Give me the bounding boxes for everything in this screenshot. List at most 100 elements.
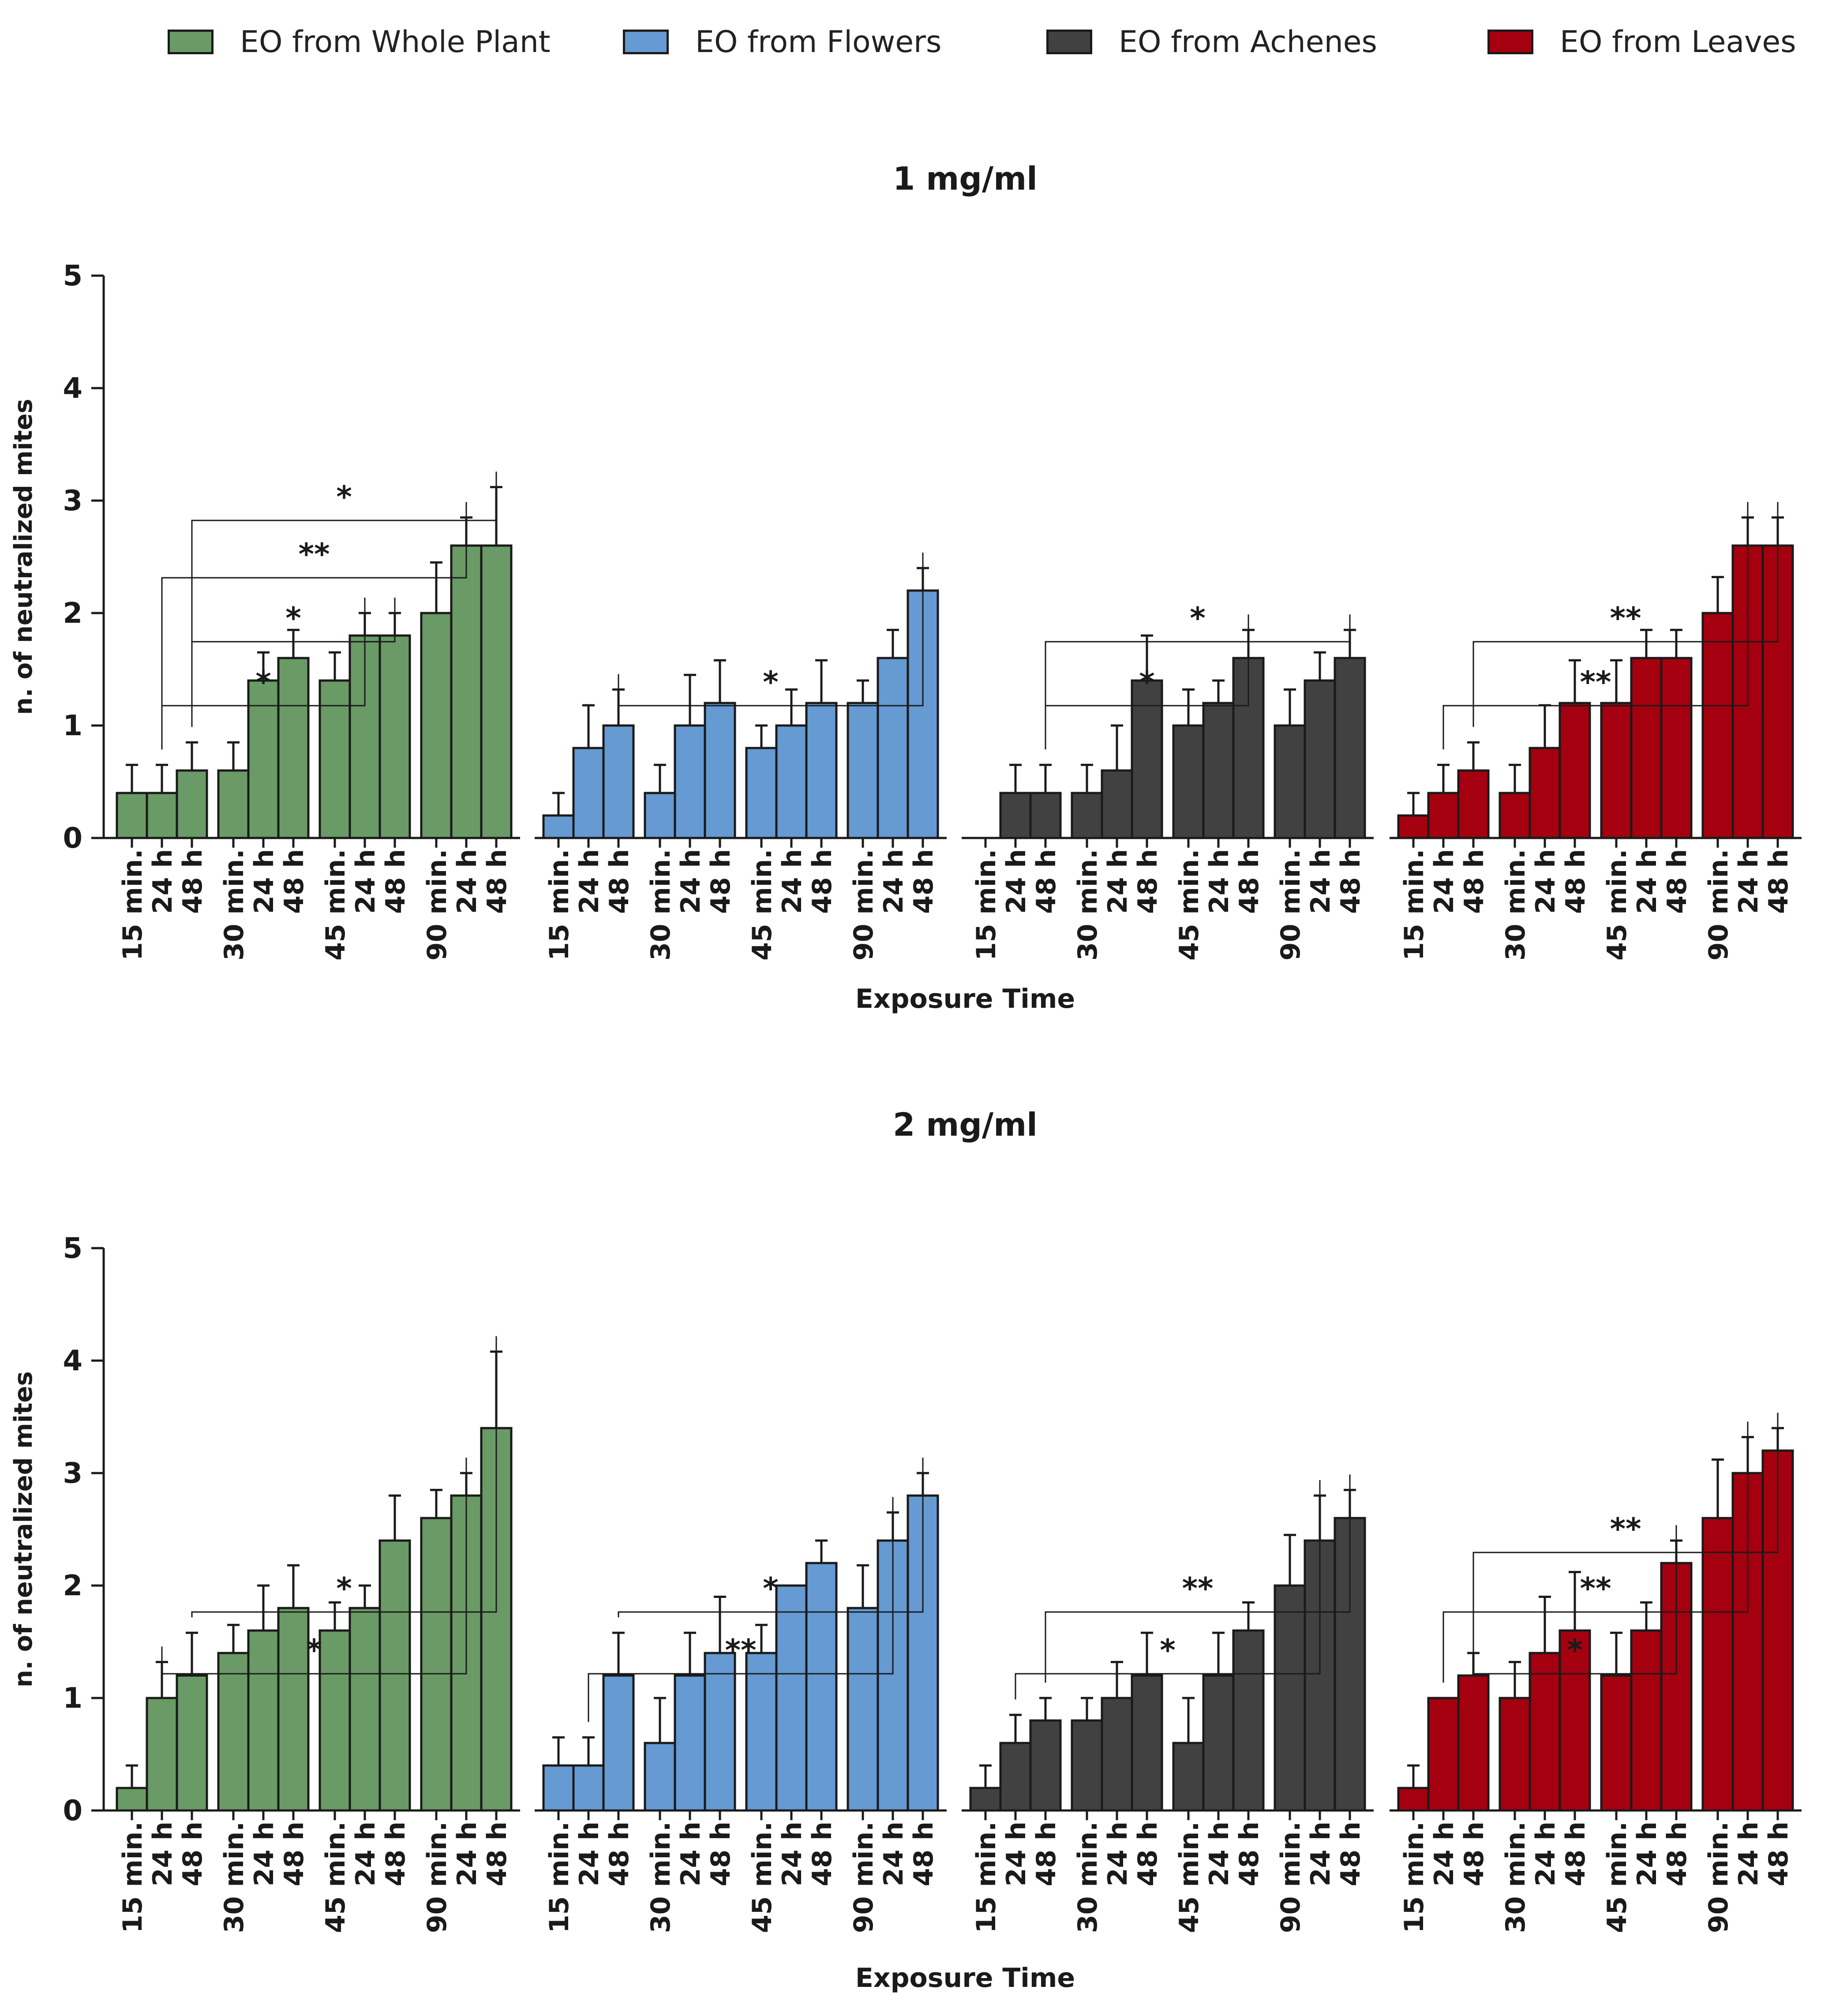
chart2-bar-eo-from-achenes-8 — [1232, 1629, 1265, 1812]
chart1-sig-bracket-3 — [161, 502, 467, 750]
legend-item-leaves: EO from Leaves — [1487, 18, 1796, 66]
chart1-x-tick-label-eo-from-leaves-2: 48 h — [1459, 849, 1490, 914]
chart2-x-tick-label-eo-from-leaves-10: 24 h — [1733, 1822, 1764, 1886]
chart2-sig-label-4: * — [763, 1571, 779, 1606]
chart1-sig-label-8: ** — [1580, 665, 1611, 700]
chart1-x-tick-label-eo-from-achenes-7: 24 h — [1204, 849, 1235, 914]
chart1-bar-eo-from-whole-plant-3 — [217, 769, 250, 839]
chart1-x-tick-label-eo-from-flowers-3: 30 min. — [645, 849, 676, 961]
chart1-x-tick-label-eo-from-achenes-10: 24 h — [1305, 849, 1336, 914]
chart1-x-tick-label-eo-from-flowers-0: 15 min. — [544, 849, 575, 961]
chart1-bar-eo-from-flowers-9 — [847, 702, 879, 839]
chart1-x-tick-label-eo-from-leaves-4: 24 h — [1530, 849, 1561, 914]
chart1-bar-eo-from-whole-plant-4 — [247, 679, 280, 839]
chart1-bar-eo-from-flowers-6 — [745, 747, 778, 839]
chart2-x-tick-label-eo-from-achenes-11: 48 h — [1335, 1822, 1366, 1886]
chart1-x-tick-label-eo-from-leaves-8: 48 h — [1662, 849, 1693, 914]
chart1-bar-eo-from-leaves-5 — [1559, 702, 1591, 839]
chart1-bar-eo-from-leaves-7 — [1630, 657, 1663, 839]
chart2-sig-bracket-6 — [1045, 1474, 1351, 1683]
chart2-x-tick-label-eo-from-achenes-10: 24 h — [1305, 1822, 1336, 1886]
chart1-bar-eo-from-whole-plant-10 — [450, 544, 483, 839]
chart1-sig-label-1: * — [255, 665, 271, 700]
chart1-x-tick-label-eo-from-leaves-3: 30 min. — [1500, 849, 1531, 961]
chart2-sig-label-9: ** — [1610, 1512, 1641, 1547]
chart2-y-tick-label-4: 4 — [63, 1345, 82, 1377]
chart1-x-tick-label-eo-from-whole-plant-6: 45 min. — [320, 849, 351, 961]
chart1-x-tick-label-eo-from-flowers-7: 24 h — [777, 849, 808, 914]
chart2-x-tick-label-eo-from-achenes-9: 90 min. — [1275, 1822, 1306, 1933]
chart2-bar-eo-from-whole-plant-5 — [277, 1607, 310, 1812]
chart2-x-tick-label-eo-from-flowers-0: 15 min. — [544, 1822, 575, 1933]
chart1-bar-eo-from-leaves-1 — [1427, 792, 1460, 839]
chart1-x-tick-label-eo-from-leaves-9: 90 min. — [1703, 849, 1734, 961]
legend-label-flowers: EO from Flowers — [695, 24, 942, 60]
chart2-x-tick-label-eo-from-leaves-11: 48 h — [1763, 1822, 1794, 1886]
chart1-sig-bracket-5 — [618, 553, 924, 707]
legend-label-leaves: EO from Leaves — [1560, 24, 1796, 60]
chart2-bar-eo-from-achenes-1 — [999, 1742, 1032, 1812]
chart1-bar-eo-from-achenes-11 — [1334, 657, 1366, 839]
chart1-y-tick-label-4: 4 — [63, 372, 82, 405]
chart1-bar-eo-from-whole-plant-2 — [176, 769, 208, 839]
chart1-x-tick-label-eo-from-whole-plant-1: 24 h — [147, 849, 178, 914]
chart1-y-tick-label-0: 0 — [63, 822, 82, 855]
chart2-x-tick-label-eo-from-whole-plant-10: 24 h — [452, 1822, 483, 1886]
chart2-x-tick-label-eo-from-achenes-3: 30 min. — [1072, 1822, 1103, 1933]
chart2-sig-bracket-9 — [1472, 1413, 1779, 1638]
legend-item-whole-plant: EO from Whole Plant — [168, 18, 551, 66]
chart2-x-tick-label-eo-from-flowers-2: 48 h — [604, 1822, 635, 1886]
chart1-x-tick-label-eo-from-achenes-4: 24 h — [1102, 849, 1133, 914]
chart2-bar-eo-from-leaves-3 — [1499, 1697, 1531, 1812]
chart1-x-tick-label-eo-from-whole-plant-8: 48 h — [380, 849, 411, 914]
chart2-bar-eo-from-whole-plant-8 — [378, 1539, 411, 1812]
chart1-sig-bracket-4 — [191, 471, 497, 727]
chart1-bar-eo-from-achenes-5 — [1131, 679, 1163, 839]
chart2-x-tick-label-eo-from-achenes-4: 24 h — [1102, 1822, 1133, 1886]
chart2-sig-bracket-1 — [161, 1458, 467, 1675]
chart1-bar-eo-from-achenes-4 — [1101, 769, 1133, 839]
chart1-x-tick-label-eo-from-whole-plant-11: 48 h — [482, 849, 513, 914]
chart2-sig-label-1: * — [306, 1633, 322, 1668]
chart2-x-tick-label-eo-from-achenes-1: 24 h — [1001, 1822, 1032, 1886]
chart1-x-tick-label-eo-from-leaves-6: 45 min. — [1602, 849, 1633, 961]
chart1-bar-eo-from-achenes-2 — [1029, 792, 1062, 839]
chart1-x-tick-label-eo-from-achenes-1: 24 h — [1001, 849, 1032, 914]
chart1-bar-eo-from-whole-plant-11 — [480, 544, 513, 839]
chart2-bar-eo-from-achenes-3 — [1071, 1719, 1103, 1812]
chart2-x-tick-label-eo-from-achenes-6: 45 min. — [1174, 1822, 1205, 1933]
chart2-x-tick-label-eo-from-flowers-4: 24 h — [675, 1822, 706, 1886]
chart2-bar-eo-from-whole-plant-0 — [116, 1787, 148, 1812]
chart1-bar-eo-from-achenes-6 — [1172, 724, 1205, 839]
chart1-sig-label-4: * — [336, 480, 352, 515]
legend: EO from Whole Plant EO from Flowers EO f… — [0, 18, 1832, 66]
chart1-bar-eo-from-flowers-5 — [704, 702, 736, 839]
chart2-x-tick-label-eo-from-whole-plant-5: 48 h — [279, 1822, 310, 1886]
chart1-bar-eo-from-leaves-8 — [1660, 657, 1693, 839]
chart1-title: 1 mg/ml — [893, 160, 1038, 197]
chart2-x-tick-label-eo-from-whole-plant-11: 48 h — [482, 1822, 513, 1886]
chart2-bar-eo-from-achenes-0 — [969, 1787, 1002, 1812]
chart2-bar-eo-from-whole-plant-4 — [247, 1629, 280, 1812]
chart2-bar-eo-from-leaves-2 — [1457, 1674, 1490, 1812]
chart1-x-tick-label-eo-from-achenes-8: 48 h — [1234, 849, 1265, 914]
chart2-bar-eo-from-whole-plant-3 — [217, 1652, 250, 1812]
chart1-y-tick-label-2: 2 — [63, 597, 82, 630]
chart1-x-tick-label-eo-from-achenes-11: 48 h — [1335, 849, 1366, 914]
chart2-sig-bracket-2 — [191, 1336, 497, 1618]
chart1-x-label: Exposure Time — [855, 984, 1075, 1014]
chart1-sig-bracket-8 — [1442, 502, 1749, 750]
chart2-bar-eo-from-leaves-7 — [1630, 1629, 1663, 1812]
chart2-x-tick-label-eo-from-flowers-3: 30 min. — [645, 1822, 676, 1933]
chart2-bar-eo-from-flowers-9 — [847, 1607, 879, 1812]
chart1-y-tick-label-1: 1 — [63, 710, 82, 742]
chart1-sig-bracket-9 — [1472, 502, 1779, 727]
chart1-x-tick-label-eo-from-flowers-4: 24 h — [675, 849, 706, 914]
chart1-sig-label-9: ** — [1610, 601, 1641, 636]
chart1-bar-eo-from-flowers-7 — [775, 724, 808, 839]
chart2-sig-label-7: * — [1567, 1633, 1583, 1668]
chart2-x-tick-label-eo-from-leaves-0: 15 min. — [1399, 1822, 1430, 1933]
chart1-y-tick-label-5: 5 — [63, 260, 82, 292]
chart2-y-tick-label-1: 1 — [63, 1682, 82, 1715]
